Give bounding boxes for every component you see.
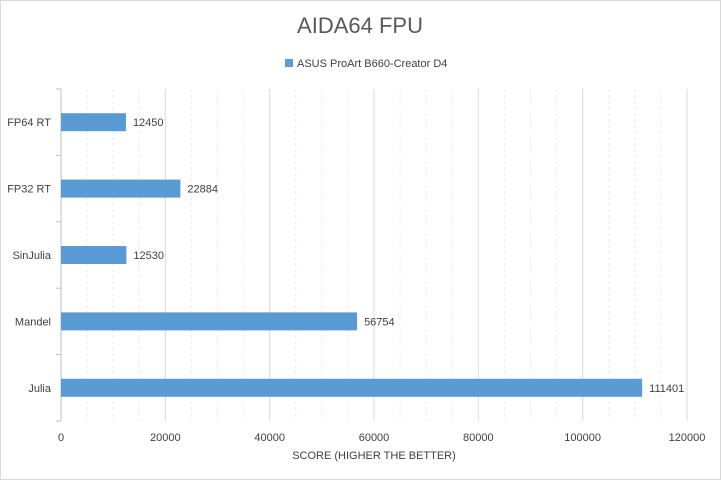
bar: [61, 113, 126, 132]
data-labels: 12450 22884 12530 56754 111401: [133, 117, 684, 395]
x-tick-label: 0: [58, 432, 64, 444]
legend: ASUS ProArt B660-Creator D4: [285, 58, 447, 70]
data-label: 12530: [133, 250, 164, 262]
axes: [56, 88, 62, 422]
category-labels: FP64 RT FP32 RT SinJulia Mandel Julia: [7, 117, 52, 395]
bar: [61, 179, 181, 198]
legend-swatch: [285, 59, 293, 67]
bar: [61, 246, 127, 264]
data-label: 22884: [187, 184, 218, 196]
bars: [61, 113, 643, 397]
chart-title: AIDA64 FPU: [297, 13, 423, 38]
x-tick-label: 60000: [359, 432, 390, 444]
x-tick-label: 80000: [463, 432, 494, 444]
category-label: Julia: [28, 383, 52, 395]
bar: [61, 378, 643, 397]
category-label: FP32 RT: [7, 184, 51, 196]
category-label: SinJulia: [12, 250, 51, 262]
data-label: 12450: [133, 117, 164, 129]
x-tick-labels: 0 20000 40000 60000 80000 100000 120000: [58, 432, 705, 444]
gridlines: [86, 89, 688, 421]
data-label: 56754: [364, 316, 395, 328]
data-label: 111401: [649, 383, 684, 395]
legend-label: ASUS ProArt B660-Creator D4: [297, 58, 447, 70]
bar: [61, 312, 358, 331]
x-tick-label: 40000: [254, 432, 285, 444]
x-tick-label: 100000: [564, 432, 601, 444]
x-tick-label: 20000: [150, 432, 181, 444]
x-tick-label: 120000: [669, 432, 706, 444]
x-axis-title: SCORE (HIGHER THE BETTER): [292, 450, 456, 462]
category-label: FP64 RT: [7, 117, 51, 129]
category-label: Mandel: [15, 316, 51, 328]
